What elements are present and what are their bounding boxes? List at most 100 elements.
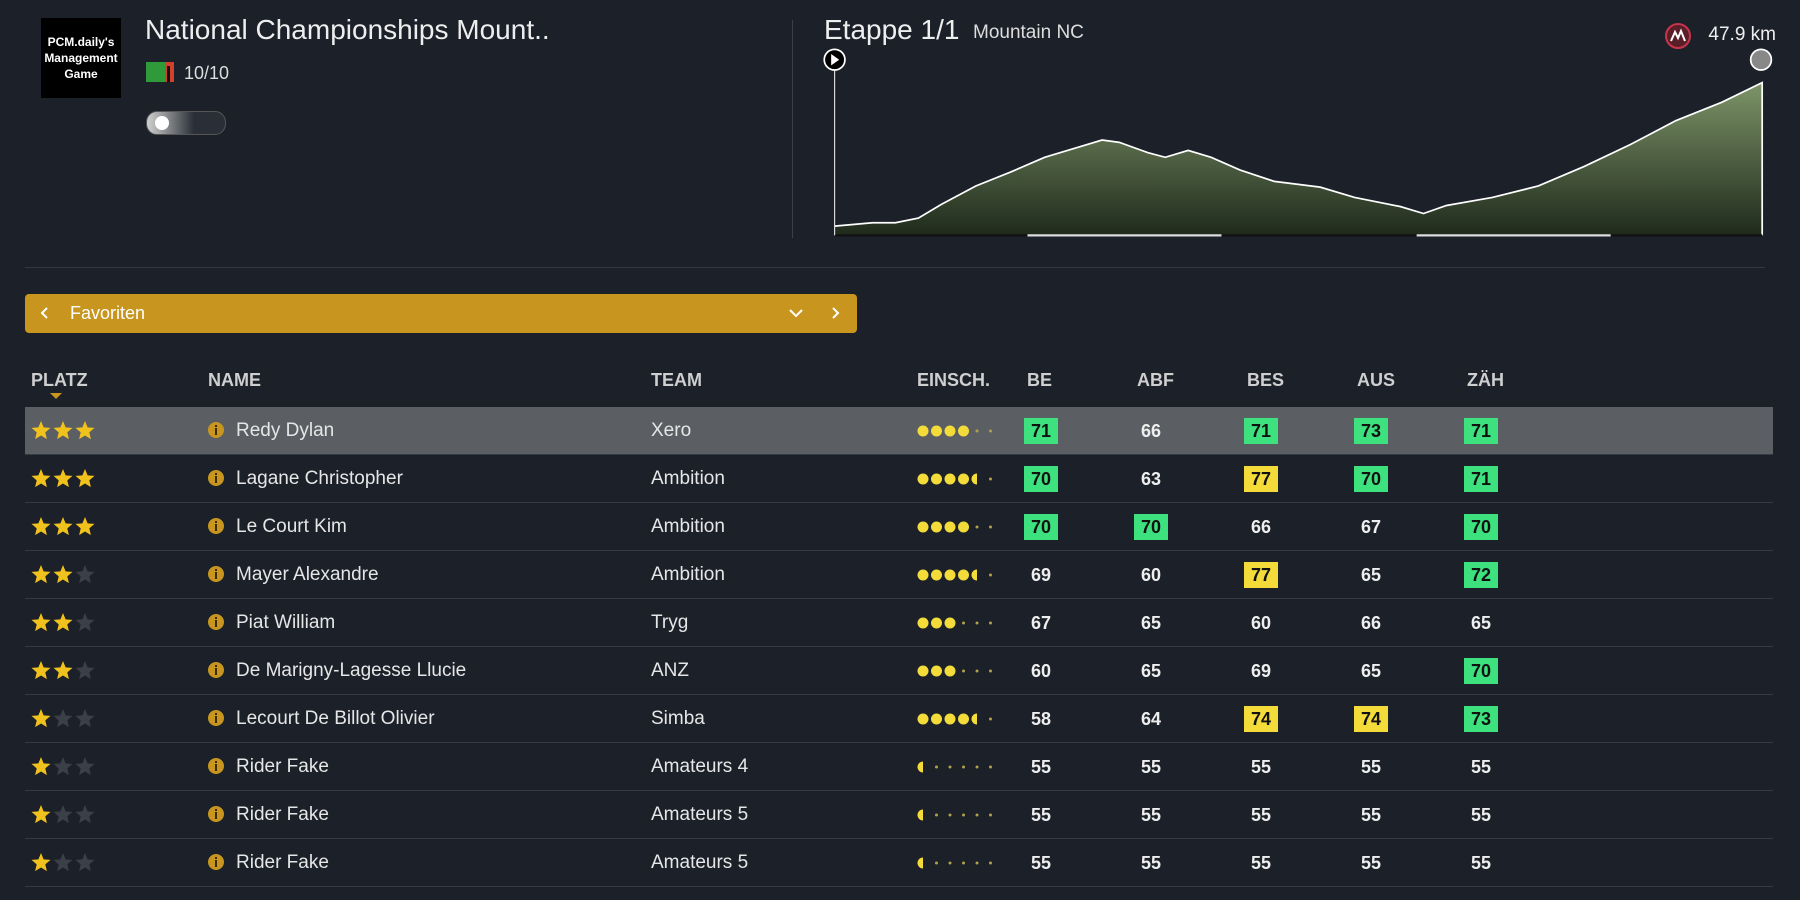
- table-row[interactable]: Le Court Kim Ambition 70 70 66 67 70: [25, 503, 1773, 551]
- form-dot-half: [917, 857, 923, 869]
- column-header[interactable]: NAME: [208, 370, 261, 390]
- form-dot-empty: [989, 525, 992, 529]
- stat-value: 55: [1360, 805, 1382, 825]
- stat-value: 73: [1354, 418, 1388, 444]
- star: [31, 613, 51, 632]
- filter-bar[interactable]: Favoriten: [25, 294, 857, 333]
- stat-value: 65: [1140, 661, 1162, 681]
- star: [75, 469, 95, 488]
- rider-name: De Marigny-Lagesse Llucie: [236, 660, 467, 681]
- table-row[interactable]: Redy Dylan Xero 71 66 71 73 71: [25, 407, 1773, 455]
- info-icon[interactable]: [207, 805, 225, 823]
- team-name: Amateurs 5: [651, 852, 749, 873]
- star-rating: [31, 805, 95, 824]
- form-dot: [931, 569, 942, 581]
- star: [75, 805, 95, 824]
- rider-name: Redy Dylan: [236, 420, 335, 441]
- form-dot-half: [917, 761, 923, 773]
- column-header[interactable]: BE: [1027, 370, 1053, 390]
- stat-value: 55: [1250, 853, 1272, 873]
- form-dot-empty: [989, 573, 992, 577]
- column-header[interactable]: BES: [1247, 370, 1285, 390]
- form-dot-half: [917, 809, 923, 821]
- column-header[interactable]: AUS: [1357, 370, 1396, 390]
- form-dot: [944, 473, 956, 485]
- separator: [25, 267, 1765, 268]
- table-row[interactable]: Rider Fake Amateurs 4 55 55 55 55 55: [25, 743, 1773, 791]
- star-rating: [31, 661, 95, 680]
- column-header[interactable]: PLATZ: [31, 370, 88, 390]
- form-dot: [944, 617, 956, 629]
- table-row[interactable]: Lagane Christopher Ambition 70 63 77 70 71: [25, 455, 1773, 503]
- stat-value: 65: [1470, 613, 1492, 633]
- info-icon[interactable]: [207, 565, 225, 583]
- star: [31, 853, 51, 872]
- form-dot-empty: [989, 477, 992, 481]
- column-header[interactable]: EINSCH.: [917, 370, 991, 390]
- column-header[interactable]: ABF: [1137, 370, 1174, 390]
- stat-value: 55: [1030, 757, 1052, 777]
- weather-toggle[interactable]: [146, 111, 226, 135]
- form-dot: [958, 425, 969, 437]
- dropdown-button[interactable]: [788, 306, 804, 320]
- team-name: Amateurs 5: [651, 804, 749, 825]
- form-dot-empty: [989, 861, 992, 865]
- table-row[interactable]: Rider Fake Amateurs 5 55 55 55 55 55: [25, 839, 1773, 887]
- stat-value: 55: [1030, 853, 1052, 873]
- form-dot-empty: [989, 717, 992, 721]
- stat-value: 55: [1360, 757, 1382, 777]
- team-name: Xero: [651, 420, 692, 441]
- form-dot-empty: [962, 813, 965, 817]
- form-dot-empty: [962, 765, 965, 769]
- star-rating: [31, 709, 95, 728]
- table-row[interactable]: Lecourt De Billot Olivier Simba 58 64 74 74 73: [25, 695, 1773, 743]
- team-name: Simba: [651, 708, 705, 729]
- info-icon[interactable]: [207, 709, 225, 727]
- form-dots: [917, 473, 992, 485]
- table-row[interactable]: Piat William Tryg 67 65 60 66 65: [25, 599, 1773, 647]
- info-glyph: [215, 473, 217, 475]
- team-name: Ambition: [651, 468, 725, 489]
- info-glyph: [215, 569, 217, 571]
- info-glyph: [215, 713, 217, 715]
- info-icon[interactable]: [207, 757, 225, 775]
- table-row[interactable]: De Marigny-Lagesse Llucie ANZ 60 65 69 65 70: [25, 647, 1773, 695]
- stat-value: 66: [1250, 517, 1272, 537]
- column-header[interactable]: ZÄH: [1467, 370, 1504, 390]
- info-icon[interactable]: [207, 661, 225, 679]
- stat-value: 70: [1354, 466, 1388, 492]
- star-rating: [31, 613, 95, 632]
- table-row[interactable]: Rider Fake Amateurs 5 55 55 55 55 55: [25, 791, 1773, 839]
- form-dot: [958, 473, 969, 485]
- flag: [146, 62, 174, 82]
- star: [31, 805, 51, 824]
- form-dot: [958, 521, 969, 533]
- form-dot-empty: [989, 669, 992, 673]
- info-icon[interactable]: [207, 517, 225, 535]
- logo: PCM.daily's Management Game: [41, 18, 121, 98]
- table-row[interactable]: Mayer Alexandre Ambition 69 60 77 65 72: [25, 551, 1773, 599]
- star: [53, 517, 73, 536]
- rider-name: Lagane Christopher: [236, 468, 403, 489]
- next-button[interactable]: [828, 306, 842, 320]
- star-rating: [31, 421, 95, 440]
- rider-name: Rider Fake: [236, 852, 329, 873]
- info-glyph: [215, 857, 217, 859]
- form-dot: [917, 473, 929, 485]
- star: [53, 565, 73, 584]
- prev-button[interactable]: [38, 306, 52, 320]
- info-icon[interactable]: [207, 853, 225, 871]
- stat-value: 66: [1360, 613, 1382, 633]
- star: [53, 853, 73, 872]
- filter-label: Favoriten: [70, 303, 146, 323]
- info-icon[interactable]: [207, 421, 225, 439]
- info-glyph: [215, 812, 217, 819]
- info-icon[interactable]: [207, 469, 225, 487]
- stat-value: 77: [1244, 466, 1278, 492]
- info-icon[interactable]: [207, 613, 225, 631]
- form-dot: [958, 569, 969, 581]
- column-header[interactable]: TEAM: [651, 370, 702, 390]
- rider-name: Mayer Alexandre: [236, 564, 379, 585]
- stat-value: 64: [1140, 709, 1162, 729]
- form-dot-empty: [935, 765, 938, 769]
